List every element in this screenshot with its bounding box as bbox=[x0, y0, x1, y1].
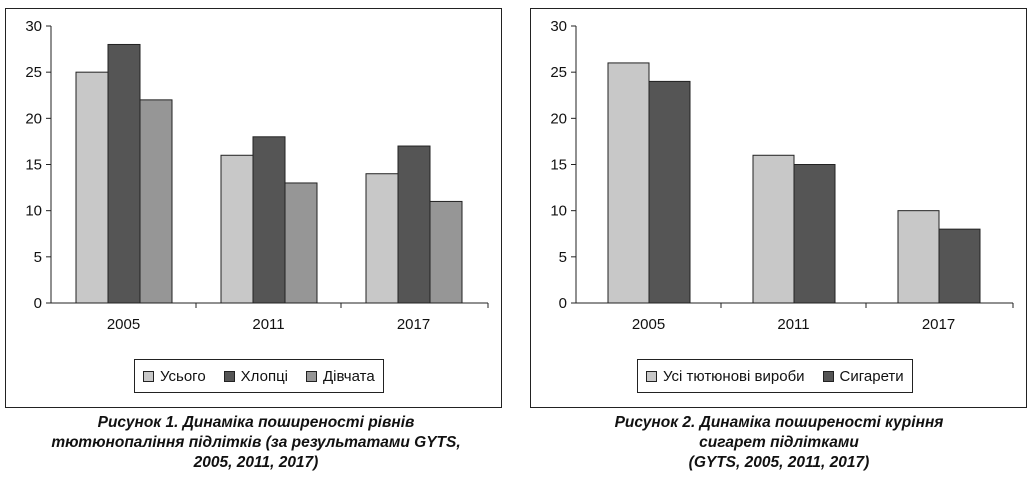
x-tick-label: 2005 bbox=[632, 316, 665, 333]
caption-line: 2005, 2011, 2017) bbox=[193, 454, 319, 471]
y-tick-label: 15 bbox=[550, 157, 567, 174]
bar bbox=[107, 43, 141, 304]
caption-line: Рисунок 2. Динаміка поширеності куріння bbox=[614, 414, 944, 431]
caption-line: тютюнопаління підлітків (за результатами… bbox=[51, 434, 461, 451]
chart-plot-1: 0 5 10 15 20 25 30 2005 2011 2017 bbox=[25, 18, 489, 333]
bar bbox=[365, 173, 399, 304]
y-tick-label: 5 bbox=[34, 249, 42, 266]
y-tick-label: 30 bbox=[550, 18, 567, 35]
caption-line: Рисунок 1. Динаміка поширеності рівнів bbox=[97, 414, 415, 431]
x-tick-label: 2005 bbox=[107, 316, 140, 333]
x-tick-label: 2017 bbox=[397, 316, 430, 333]
bar bbox=[648, 80, 691, 304]
legend-swatch bbox=[646, 370, 657, 382]
x-tick-label: 2017 bbox=[922, 316, 955, 333]
y-tick-label: 30 bbox=[25, 18, 42, 35]
chart-legend-2: Усі тютюнові вироби Сигарети bbox=[637, 359, 913, 393]
legend-item: Дівчата bbox=[306, 368, 375, 385]
y-tick-label: 15 bbox=[25, 157, 42, 174]
bar bbox=[793, 164, 836, 304]
bar bbox=[938, 228, 981, 304]
caption-line: сигарет підлітками bbox=[699, 434, 859, 451]
legend-label: Усього bbox=[160, 367, 206, 385]
y-tick-label: 0 bbox=[559, 295, 567, 312]
legend-swatch bbox=[143, 370, 154, 382]
chart-caption-2: Рисунок 2. Динаміка поширеності куріння … bbox=[528, 413, 1030, 473]
bar bbox=[897, 210, 940, 304]
bar bbox=[252, 136, 286, 304]
y-tick-label: 10 bbox=[25, 203, 42, 220]
legend-swatch bbox=[223, 370, 235, 382]
legend-label: Усі тютюнові вироби bbox=[663, 367, 805, 385]
legend-label: Дівчата bbox=[323, 367, 375, 385]
y-tick-label: 20 bbox=[25, 110, 42, 127]
y-tick-label: 25 bbox=[25, 64, 42, 81]
y-tick-label: 0 bbox=[34, 295, 42, 312]
legend-label: Хлопці bbox=[240, 367, 288, 385]
legend-swatch bbox=[822, 370, 834, 382]
caption-line: (GYTS, 2005, 2011, 2017) bbox=[688, 454, 870, 471]
chart-legend-1: Усього Хлопці Дівчата bbox=[134, 359, 384, 393]
bar bbox=[607, 62, 650, 304]
y-tick-label: 10 bbox=[550, 203, 567, 220]
bar bbox=[220, 154, 254, 304]
x-tick-label: 2011 bbox=[777, 316, 809, 333]
legend-item: Усього bbox=[143, 368, 206, 385]
chart-frame-1: 0 5 10 15 20 25 30 2005 2011 2017 Усього Хлопці Дів… bbox=[5, 8, 502, 408]
bar bbox=[139, 99, 173, 304]
bar bbox=[75, 71, 109, 304]
legend-swatch bbox=[306, 370, 317, 382]
legend-item: Усі тютюнові вироби bbox=[646, 368, 805, 385]
bar bbox=[397, 145, 431, 304]
legend-item: Сигарети bbox=[822, 367, 904, 385]
chart-frame-2: 0 5 10 15 20 25 30 2005 2011 2017 Усі тютюнові ви… bbox=[530, 8, 1027, 408]
bar bbox=[429, 200, 463, 304]
y-tick-label: 20 bbox=[550, 110, 567, 127]
legend-label: Сигарети bbox=[839, 367, 904, 385]
legend-item: Хлопці bbox=[223, 367, 288, 385]
y-tick-label: 5 bbox=[559, 249, 567, 266]
bar bbox=[752, 154, 795, 304]
y-tick-label: 25 bbox=[550, 64, 567, 81]
x-tick-label: 2011 bbox=[252, 316, 284, 333]
chart-caption-1: Рисунок 1. Динаміка поширеності рівнів т… bbox=[0, 413, 512, 473]
bar bbox=[284, 182, 318, 304]
chart-plot-2: 0 5 10 15 20 25 30 2005 2011 2017 bbox=[550, 18, 1014, 333]
